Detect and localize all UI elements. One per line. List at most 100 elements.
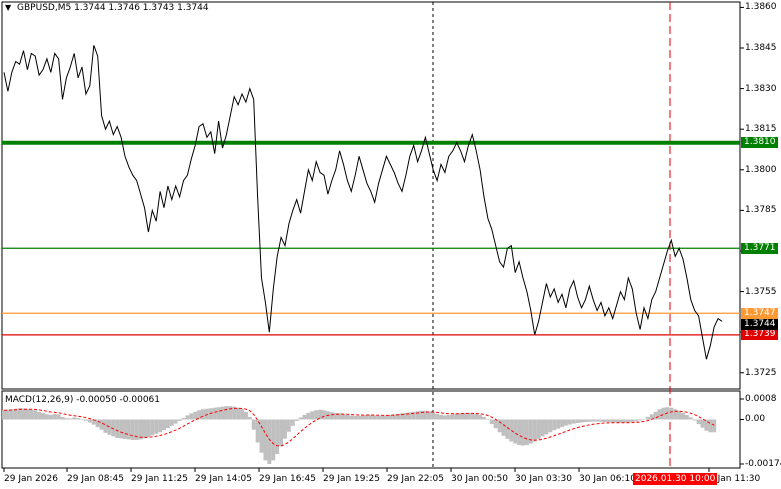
macd-bar (591, 419, 596, 422)
macd-bar (610, 419, 615, 423)
macd-bar (712, 419, 717, 433)
macd-bar (489, 419, 494, 425)
macd-bar (29, 409, 34, 420)
macd-bar (454, 413, 459, 420)
macd-bar (107, 419, 112, 435)
time-tick-label: 29 Jan 19:25 (323, 474, 380, 484)
price-tick-label: 1.3860 (745, 2, 777, 13)
macd-bar (684, 414, 689, 420)
macd-bar (435, 413, 440, 420)
macd-bar (446, 414, 451, 420)
macd-bar (560, 419, 564, 428)
macd-bar (83, 419, 88, 421)
triangle-down-icon[interactable]: ▼ (5, 3, 12, 12)
macd-bar (193, 411, 198, 420)
macd-bar (33, 410, 38, 420)
level-badge: 1.3739 (741, 329, 778, 341)
macd-bar (302, 414, 307, 420)
macd-bar (263, 419, 268, 461)
macd-bar (396, 413, 401, 420)
macd-bar (388, 414, 393, 420)
macd-bar (563, 419, 568, 426)
macd-bar (314, 410, 319, 420)
time-tick-label: 29 Jan 08:45 (67, 474, 124, 484)
macd-bar (41, 413, 45, 420)
macd-bar (255, 419, 260, 443)
macd-bar (204, 408, 209, 420)
macd-bar (556, 419, 561, 429)
macd-bar (505, 419, 510, 439)
macd-bar (677, 410, 682, 420)
macd-bar (216, 407, 221, 420)
macd-bar (103, 419, 108, 433)
macd-bar (224, 406, 229, 420)
time-tick-label: 29 Jan 11:25 (131, 474, 188, 484)
macd-bar (56, 414, 61, 420)
macd-bar (177, 419, 182, 422)
macd-bar (115, 419, 120, 438)
macd-bar (501, 419, 506, 436)
macd-bar (649, 414, 654, 420)
macd-bar (634, 419, 639, 422)
time-tick-label: 29 Jan 22:05 (387, 474, 444, 484)
macd-bar (122, 419, 127, 439)
macd-bar (653, 411, 658, 420)
macd-bar (169, 419, 174, 426)
macd-bar (126, 419, 131, 440)
macd-bar (228, 406, 233, 420)
macd-bar (349, 415, 354, 420)
macd-signal-line (3, 407, 715, 447)
macd-bar (247, 416, 252, 420)
macd-bar (536, 419, 541, 439)
macd-bar (240, 409, 245, 420)
macd-bar (251, 419, 256, 430)
macd-bar (99, 419, 104, 430)
macd-bar (146, 419, 151, 437)
macd-bar (9, 409, 14, 420)
macd-bar (439, 414, 444, 420)
time-tick-label: 0 Jan 11:30 (709, 474, 761, 484)
macd-bar (310, 411, 315, 420)
macd-bar (657, 409, 662, 420)
macd-bar (142, 419, 147, 439)
macd-bar (5, 409, 10, 420)
macd-bar (201, 409, 205, 420)
macd-bar (236, 407, 241, 420)
macd-bar (423, 410, 428, 420)
macd-bar (368, 414, 373, 420)
macd-bar (259, 419, 264, 453)
macd-bar (481, 416, 486, 420)
macd-bar (318, 409, 323, 420)
macd-bar (138, 419, 143, 440)
macd-bar (700, 419, 705, 428)
macd-bar (158, 419, 163, 433)
macd-bar (599, 419, 604, 422)
macd-bar (540, 419, 545, 437)
price-tick-label: 1.3815 (745, 124, 777, 135)
macd-tick-label: -0.00174 (745, 459, 781, 469)
macd-bar (130, 419, 135, 440)
macd-bar (661, 407, 666, 420)
macd-bar (485, 419, 490, 420)
level-badge: 1.3747 (741, 307, 778, 319)
macd-bar (72, 417, 77, 420)
macd-bar (361, 415, 365, 420)
macd-bar (353, 415, 358, 420)
macd-bar (25, 408, 30, 420)
macd-bar (181, 417, 186, 420)
macd-bar (548, 419, 553, 433)
macd-bar (618, 419, 623, 423)
macd-bar (80, 418, 85, 420)
macd-bar (384, 415, 389, 420)
macd-bar (450, 414, 455, 420)
macd-bar (197, 410, 202, 420)
macd-bar (286, 419, 291, 432)
current-price-badge: 1.3744 (741, 319, 778, 331)
price-series-line (3, 45, 723, 360)
macd-bar (322, 410, 326, 420)
macd-bar (165, 419, 170, 429)
macd-bar (583, 419, 588, 423)
macd-bar (232, 406, 237, 420)
macd-bar (696, 419, 701, 425)
